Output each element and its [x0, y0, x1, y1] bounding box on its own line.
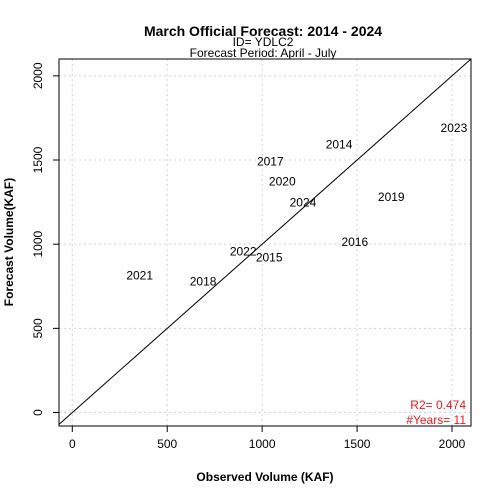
chart-title: March Official Forecast: 2014 - 2024 [144, 23, 382, 39]
point-label-2015: 2015 [256, 250, 283, 264]
r2-stat: R2= 0.474 [410, 398, 466, 412]
point-label-2019: 2019 [378, 190, 405, 204]
point-label-2023: 2023 [441, 121, 468, 135]
axes: 0 500 1000 1500 2000 0 500 1000 1500 2000 [31, 62, 466, 451]
y-axis-label: Forecast Volume(KAF) [2, 178, 16, 306]
x-tick-label-0: 0 [69, 437, 76, 451]
y-tick-label-1500: 1500 [31, 146, 45, 173]
point-label-2018: 2018 [190, 275, 217, 289]
x-tick-label-500: 500 [157, 437, 177, 451]
y-tick-label-2000: 2000 [31, 62, 45, 89]
point-label-2021: 2021 [126, 268, 153, 282]
x-axis-label: Observed Volume (KAF) [196, 470, 333, 484]
x-tick-label-1500: 1500 [344, 437, 371, 451]
y-tick-label-500: 500 [31, 318, 45, 338]
chart-subtitle-id: ID= YDLC2 [233, 35, 294, 49]
y-tick-label-0: 0 [31, 409, 45, 416]
point-label-2022: 2022 [230, 244, 257, 258]
one-to-one-line [58, 58, 472, 425]
point-label-2024: 2024 [290, 195, 317, 209]
point-label-2014: 2014 [326, 138, 353, 152]
plot-frame [58, 58, 472, 427]
x-tick-label-2000: 2000 [439, 437, 466, 451]
x-tick-label-1000: 1000 [249, 437, 276, 451]
grid [59, 59, 471, 426]
point-labels: 2014 2015 2016 2017 2018 2019 2020 2021 2022 2023… [126, 121, 467, 289]
chart-subtitle-period: Forecast Period: April - July [190, 46, 337, 60]
point-label-2020: 2020 [269, 175, 296, 189]
y-tick-label-1000: 1000 [31, 231, 45, 258]
years-stat: #Years= 11 [406, 413, 466, 427]
point-label-2017: 2017 [257, 155, 284, 169]
point-label-2016: 2016 [341, 235, 368, 249]
